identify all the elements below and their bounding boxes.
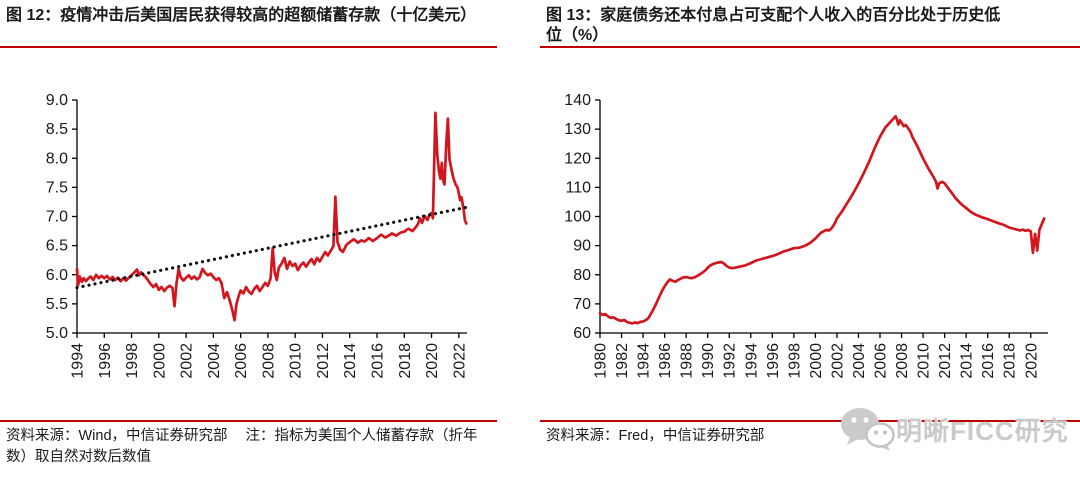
savings-line-chart: 5.0 5.5 6.0 6.5 7.0 7.5 8.0 8.5 9.0 1994 1996 1998 2… [46,92,469,379]
debt-service-line-chart: 60 70 80 90 100 110 120 130 140 1980 1982 1984 1986 1… [564,92,1048,379]
svg-text:1990: 1990 [700,343,717,379]
svg-text:2000: 2000 [808,343,825,379]
svg-text:90: 90 [573,238,591,255]
figure-13-title: 图 13：家庭债务还本付息占可支配个人收入的百分比处于历史低位（%） [546,7,1001,44]
figure-12-source-rule [0,420,497,422]
svg-text:2018: 2018 [1002,343,1019,379]
svg-text:70: 70 [573,296,591,313]
svg-text:2012: 2012 [315,343,332,379]
svg-text:120: 120 [564,150,591,167]
svg-text:2010: 2010 [916,343,933,379]
svg-text:2002: 2002 [179,343,196,379]
figure-12-source-note: 资料来源：Wind，中信证券研究部 注：指标为美国个人储蓄存款（折年数）取自然对数… [6,426,481,468]
svg-text:2008: 2008 [894,343,911,379]
svg-text:9.0: 9.0 [46,92,68,109]
figure-12-title: 图 12：疫情冲击后美国居民获得较高的超额储蓄存款（十亿美元） [6,7,477,24]
svg-text:2004: 2004 [851,343,868,379]
svg-text:2014: 2014 [959,343,976,379]
svg-text:100: 100 [564,209,591,226]
svg-text:1980: 1980 [593,343,610,379]
svg-text:1984: 1984 [636,343,653,379]
svg-text:6.5: 6.5 [46,238,68,255]
figure-13-panel: 图 13：家庭债务还本付息占可支配个人收入的百分比处于历史低位（%） 60 70 8… [540,0,1080,477]
wechat-icon [841,408,895,451]
svg-text:2006: 2006 [233,343,250,379]
figure-12-note: 注：指标为美国个人储蓄存款（折年数）取自然对数后数值 [6,428,478,465]
svg-text:1996: 1996 [97,343,114,379]
svg-text:2016: 2016 [980,343,997,379]
figure-13-source-rule [540,420,1080,422]
watermark-label: 明晰FICC研究 [896,415,1069,446]
svg-text:6.0: 6.0 [46,267,68,284]
svg-text:1994: 1994 [70,343,87,379]
svg-text:2018: 2018 [397,343,414,379]
figure-13-source: 资料来源：Fred，中信证券研究部 [546,428,765,444]
svg-text:2014: 2014 [342,343,359,379]
svg-text:2022: 2022 [451,343,468,379]
wechat-watermark: 明晰FICC研究 [838,401,1080,457]
svg-text:7.0: 7.0 [46,209,68,226]
svg-text:1988: 1988 [679,343,696,379]
svg-text:2000: 2000 [151,343,168,379]
svg-text:2020: 2020 [1023,343,1040,379]
svg-text:2004: 2004 [206,343,223,379]
svg-text:1994: 1994 [743,343,760,379]
svg-text:2016: 2016 [370,343,387,379]
svg-text:5.5: 5.5 [46,296,68,313]
figure-12-title-underline [0,46,497,48]
svg-text:1992: 1992 [722,343,739,379]
svg-text:1982: 1982 [614,343,631,379]
svg-text:2006: 2006 [873,343,890,379]
svg-text:130: 130 [564,121,591,138]
svg-text:1986: 1986 [657,343,674,379]
svg-text:5.0: 5.0 [46,325,68,342]
svg-text:110: 110 [565,179,591,196]
svg-text:8.5: 8.5 [46,121,68,138]
figure-13-title-underline [540,46,1080,48]
figure-12-panel: 图 12：疫情冲击后美国居民获得较高的超额储蓄存款（十亿美元） 5.0 5.5 6.… [0,0,510,477]
svg-text:1998: 1998 [786,343,803,379]
svg-text:2012: 2012 [937,343,954,379]
svg-text:80: 80 [573,267,591,284]
svg-text:1998: 1998 [124,343,141,379]
svg-text:60: 60 [573,325,591,342]
svg-text:140: 140 [564,92,591,109]
svg-text:2020: 2020 [424,343,441,379]
figure-12-source: 资料来源：Wind，中信证券研究部 [6,428,228,444]
svg-text:2010: 2010 [288,343,305,379]
svg-text:2008: 2008 [260,343,277,379]
svg-text:8.0: 8.0 [46,150,68,167]
svg-text:7.5: 7.5 [46,179,68,196]
svg-text:2002: 2002 [829,343,846,379]
svg-text:1996: 1996 [765,343,782,379]
